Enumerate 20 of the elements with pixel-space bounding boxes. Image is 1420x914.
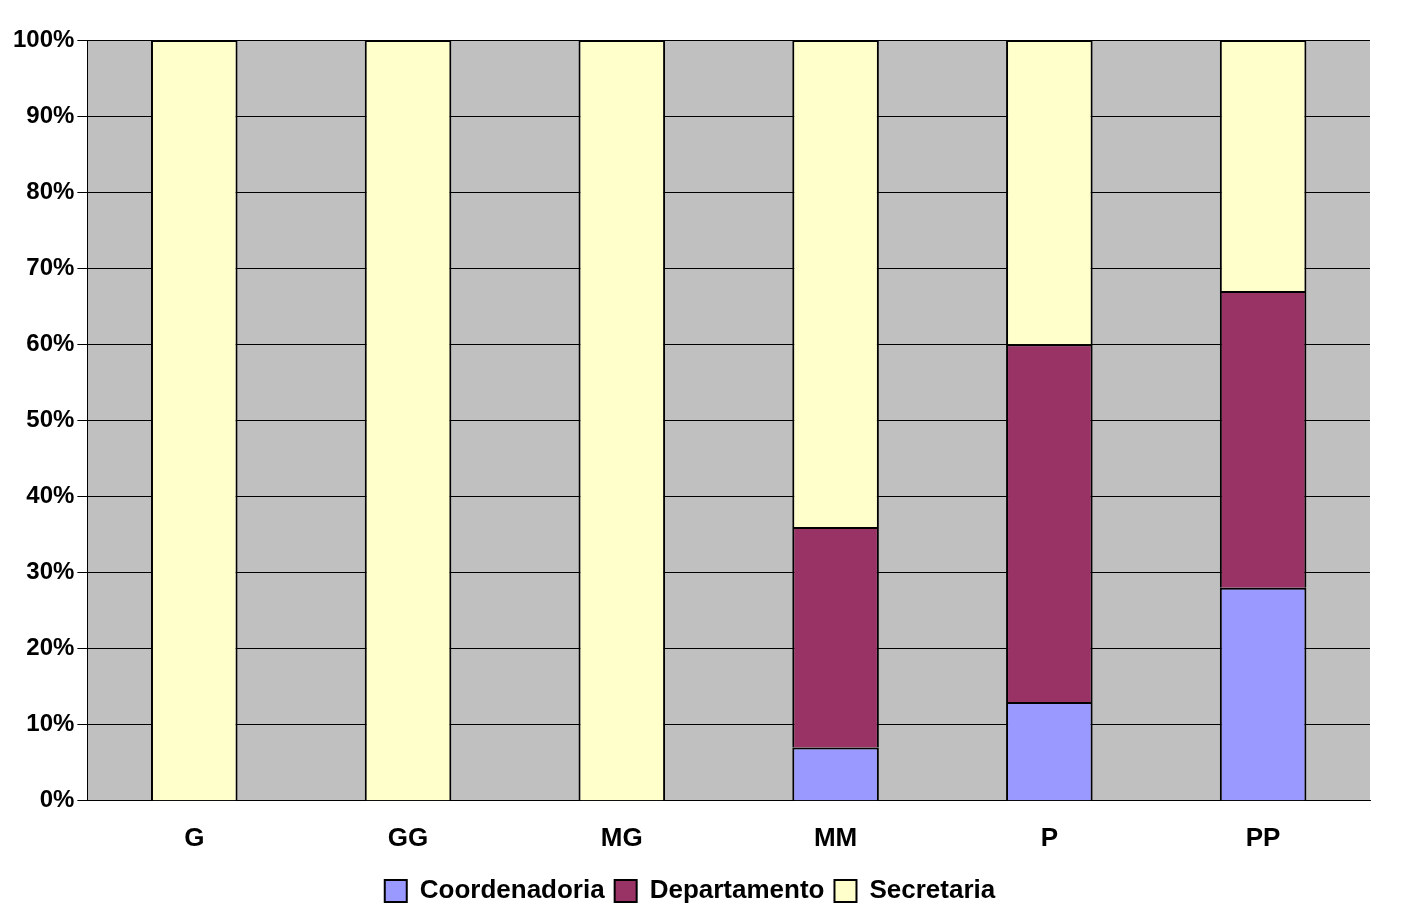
x-tick-label: PP — [1245, 821, 1281, 852]
y-tick-label: 80% — [26, 176, 75, 204]
x-tick-label: MM — [813, 821, 858, 852]
legend-label: Secretaria — [869, 874, 996, 905]
y-tick-label: 70% — [26, 252, 75, 280]
y-tick-label: 60% — [26, 328, 75, 356]
y-tick-label: 50% — [26, 405, 75, 433]
x-tick-label: P — [1040, 821, 1059, 852]
x-tick-label: GG — [387, 821, 429, 852]
y-tick-label: 40% — [26, 481, 75, 509]
y-tick-label: 90% — [26, 100, 75, 128]
y-tick-label: 10% — [26, 709, 75, 737]
x-tick-label: MG — [600, 821, 643, 852]
y-tick-label: 20% — [26, 633, 75, 661]
legend-label: Departamento — [649, 874, 825, 905]
y-tick-label: 100% — [12, 24, 75, 52]
x-tick-label: G — [184, 821, 205, 852]
legend-label: Coordenadoria — [419, 874, 606, 905]
y-tick-label: 0% — [39, 785, 75, 813]
y-tick-label: 30% — [26, 557, 75, 585]
